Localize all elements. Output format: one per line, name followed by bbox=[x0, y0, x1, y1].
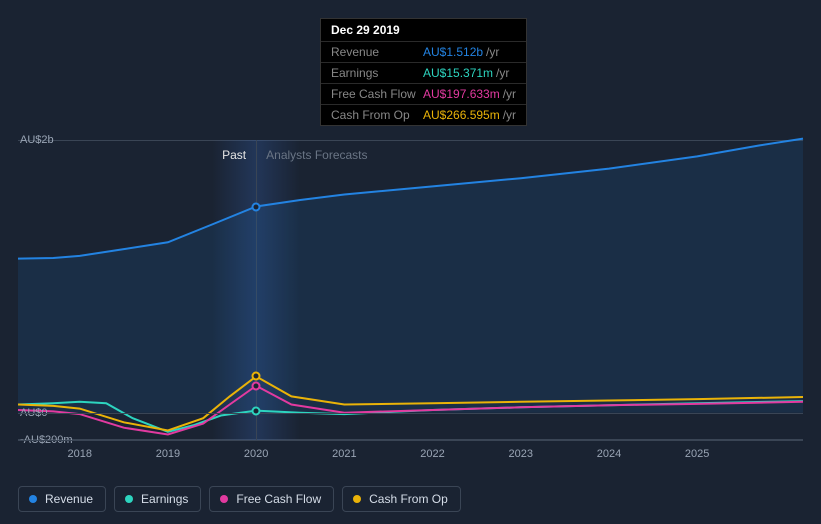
tooltip-row: RevenueAU$1.512b/yr bbox=[321, 42, 526, 63]
x-axis-tick: 2021 bbox=[332, 448, 356, 460]
tooltip-row-value: AU$1.512b bbox=[423, 45, 483, 59]
legend-item-label: Revenue bbox=[45, 492, 93, 506]
tooltip-row-label: Free Cash Flow bbox=[331, 87, 423, 101]
tooltip-row-unit: /yr bbox=[503, 87, 516, 101]
legend-dot-icon bbox=[125, 495, 133, 503]
x-axis-tick: 2023 bbox=[509, 448, 533, 460]
legend-item-label: Earnings bbox=[141, 492, 188, 506]
tooltip-row-unit: /yr bbox=[496, 66, 509, 80]
hover-marker-cfo bbox=[252, 372, 261, 381]
hover-marker-revenue bbox=[252, 202, 261, 211]
legend-dot-icon bbox=[353, 495, 361, 503]
tooltip-row: Free Cash FlowAU$197.633m/yr bbox=[321, 84, 526, 105]
x-axis-tick: 2019 bbox=[156, 448, 180, 460]
x-axis-ticks: 2018 2019 2020 2021 2022 2023 2024 2025 bbox=[18, 448, 803, 468]
legend-dot-icon bbox=[29, 495, 37, 503]
hover-marker-earnings bbox=[252, 406, 261, 415]
legend-item-revenue[interactable]: Revenue bbox=[18, 486, 106, 512]
region-label-future: Analysts Forecasts bbox=[256, 148, 803, 166]
region-label-past: Past bbox=[18, 148, 256, 166]
legend-item-free-cash-flow[interactable]: Free Cash Flow bbox=[209, 486, 334, 512]
x-axis-tick: 2025 bbox=[685, 448, 709, 460]
tooltip-row: EarningsAU$15.371m/yr bbox=[321, 63, 526, 84]
gridline bbox=[18, 440, 803, 441]
gridline bbox=[18, 413, 803, 414]
earnings-revenue-chart: Past Analysts Forecasts AU$2bAU$0-AU$200… bbox=[18, 0, 803, 524]
tooltip-row-value: AU$197.633m bbox=[423, 87, 500, 101]
x-axis-tick: 2022 bbox=[420, 448, 444, 460]
region-labels: Past Analysts Forecasts bbox=[18, 148, 803, 166]
chart-legend: Revenue Earnings Free Cash Flow Cash From O… bbox=[18, 486, 461, 512]
x-axis-tick: 2020 bbox=[244, 448, 268, 460]
y-axis-tick: AU$2b bbox=[20, 134, 54, 146]
hover-tooltip: Dec 29 2019 RevenueAU$1.512b/yrEarningsA… bbox=[320, 18, 527, 126]
legend-item-label: Free Cash Flow bbox=[236, 492, 321, 506]
tooltip-row-label: Revenue bbox=[331, 45, 423, 59]
chart-lines-svg bbox=[18, 140, 803, 440]
x-axis-tick: 2024 bbox=[597, 448, 621, 460]
tooltip-row-value: AU$15.371m bbox=[423, 66, 493, 80]
series-fill-revenue bbox=[18, 139, 803, 413]
legend-item-label: Cash From Op bbox=[369, 492, 448, 506]
tooltip-row-unit: /yr bbox=[503, 108, 516, 122]
legend-item-earnings[interactable]: Earnings bbox=[114, 486, 201, 512]
x-axis-tick: 2018 bbox=[67, 448, 91, 460]
tooltip-row-label: Earnings bbox=[331, 66, 423, 80]
hover-marker-fcf bbox=[252, 381, 261, 390]
tooltip-row: Cash From OpAU$266.595m/yr bbox=[321, 105, 526, 125]
tooltip-date: Dec 29 2019 bbox=[321, 19, 526, 42]
legend-dot-icon bbox=[220, 495, 228, 503]
tooltip-row-value: AU$266.595m bbox=[423, 108, 500, 122]
tooltip-row-label: Cash From Op bbox=[331, 108, 423, 122]
legend-item-cash-from-op[interactable]: Cash From Op bbox=[342, 486, 461, 512]
tooltip-row-unit: /yr bbox=[486, 45, 499, 59]
